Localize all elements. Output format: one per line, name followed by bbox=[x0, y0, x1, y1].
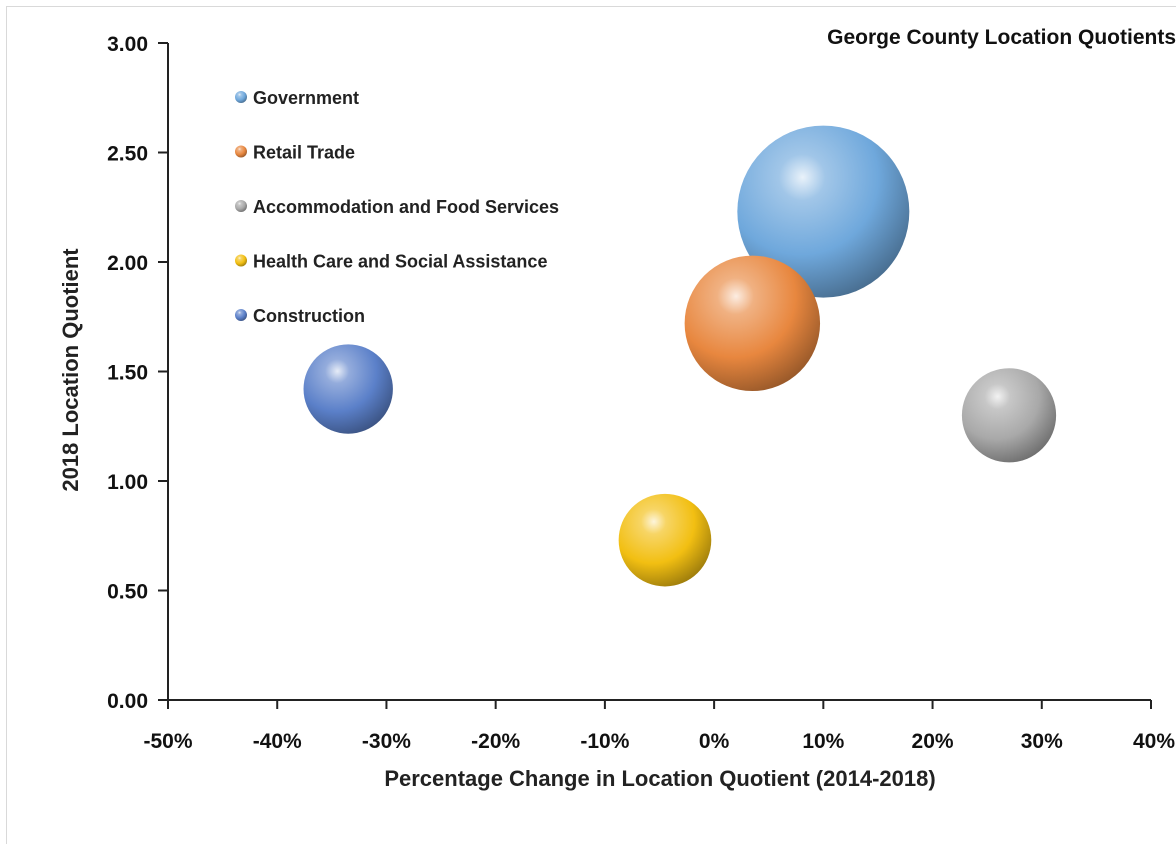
legend-marker bbox=[235, 200, 247, 212]
legend-label: Government bbox=[253, 88, 359, 108]
legend-marker bbox=[235, 309, 247, 321]
x-tick-label: -50% bbox=[143, 730, 192, 753]
x-tick-label: 40% bbox=[1133, 730, 1175, 753]
bubble-health-care-and-social-assistance bbox=[618, 493, 712, 587]
legend-label: Construction bbox=[253, 306, 365, 326]
x-tick-label: -40% bbox=[253, 730, 302, 753]
legend-marker bbox=[235, 254, 247, 267]
bubble-accommodation-and-food-services bbox=[961, 368, 1057, 463]
chart-title: George County Location Quotients bbox=[827, 26, 1176, 49]
legend-label: Health Care and Social Assistance bbox=[253, 252, 547, 272]
y-axis-title: 2018 Location Quotient bbox=[58, 248, 83, 492]
x-tick-label: 10% bbox=[802, 730, 844, 753]
x-tick-label: 20% bbox=[912, 730, 954, 753]
bubble-government bbox=[737, 125, 910, 298]
x-tick-label: -20% bbox=[471, 730, 520, 753]
y-tick-label: 2.50 bbox=[107, 143, 148, 166]
legend-label: Accommodation and Food Services bbox=[253, 197, 559, 217]
chart-frame bbox=[6, 6, 1176, 844]
legend-label: Retail Trade bbox=[253, 143, 355, 163]
bubble-construction bbox=[303, 344, 393, 434]
y-tick-label: 0.00 bbox=[107, 690, 148, 713]
x-tick-label: 0% bbox=[699, 730, 730, 753]
legend-marker bbox=[235, 145, 247, 158]
x-axis-title: Percentage Change in Location Quotient (… bbox=[384, 766, 935, 791]
axes: 0.00 0.50 1.00 1.50 2.00 2.50 3.00 -50% -40% -30%… bbox=[107, 33, 1175, 753]
y-tick-label: 3.00 bbox=[107, 33, 148, 56]
x-tick-label: -30% bbox=[362, 730, 411, 753]
legend: Government Retail Trade Accommodation and … bbox=[235, 88, 559, 326]
y-tick-label: 0.50 bbox=[107, 581, 148, 604]
y-tick-label: 2.00 bbox=[107, 252, 148, 275]
y-tick-label: 1.00 bbox=[107, 471, 148, 494]
x-tick-label: 30% bbox=[1021, 730, 1063, 753]
bubbles bbox=[303, 125, 1057, 587]
bubble-retail-trade bbox=[684, 255, 821, 392]
legend-marker bbox=[235, 91, 247, 103]
y-tick-label: 1.50 bbox=[107, 362, 148, 385]
x-tick-label: -10% bbox=[580, 730, 629, 753]
